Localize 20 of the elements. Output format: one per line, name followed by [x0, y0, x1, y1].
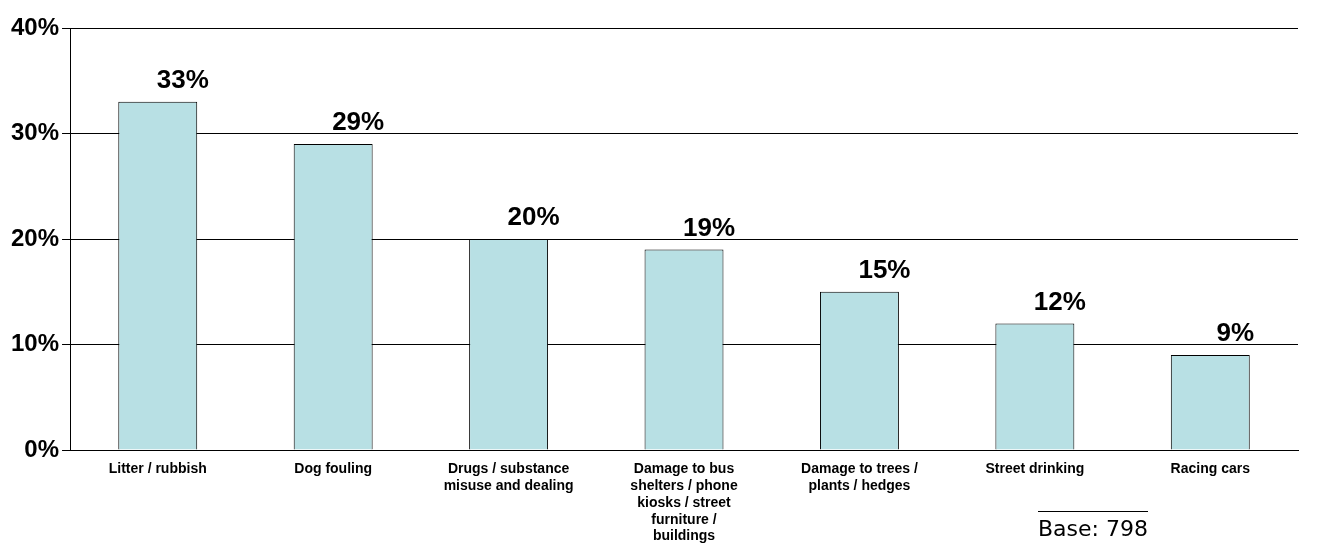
y-tick-label: 40%: [10, 12, 60, 40]
data-label: 12%: [1033, 285, 1086, 316]
x-tick-label: Damage to bus shelters / phone kiosks / street furniture / buildings: [630, 460, 738, 544]
x-tick-label: Racing cars: [1170, 460, 1251, 477]
y-tick-label: 30%: [10, 118, 60, 146]
data-label: 29%: [332, 106, 385, 137]
data-label: 9%: [1216, 317, 1255, 348]
data-label: 33%: [156, 64, 209, 95]
y-tick-label: 0%: [24, 434, 60, 462]
x-tick-label: Damage to trees / plants / hedges: [801, 460, 918, 494]
y-tick-label: 10%: [10, 329, 60, 357]
text: Base: 798: [1038, 511, 1148, 541]
y-tick-label: 20%: [10, 223, 60, 251]
data-label: 20%: [507, 201, 560, 232]
x-tick-label: Street drinking: [985, 460, 1085, 477]
data-label: 15%: [858, 253, 911, 284]
x-tick-label: Dog fouling: [294, 460, 373, 477]
x-tick-label: Drugs / substance misuse and dealing: [443, 460, 574, 494]
data-label: 19%: [682, 211, 736, 242]
x-tick-label: Litter / rubbish: [108, 460, 207, 477]
